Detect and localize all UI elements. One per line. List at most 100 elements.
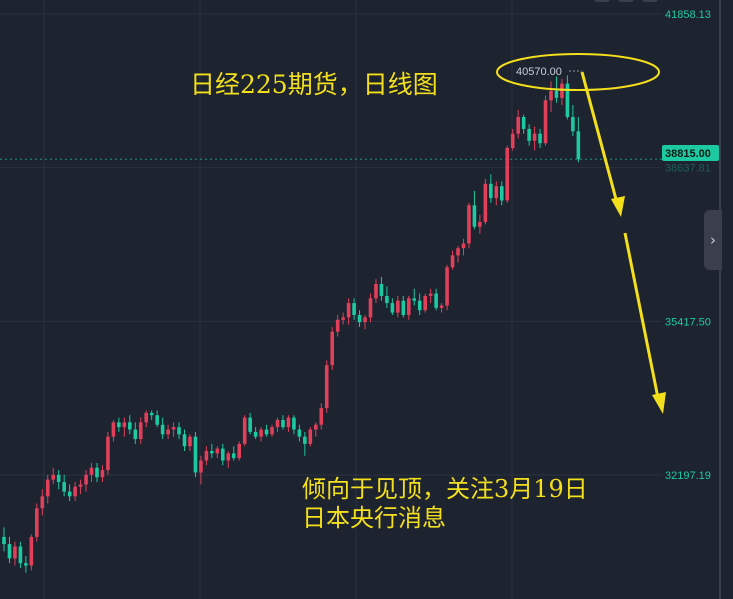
candle [456,245,460,263]
candle [374,279,378,304]
candle [478,214,482,234]
candle [543,95,548,146]
candle [95,462,99,483]
candle [193,431,198,478]
candle [248,412,252,435]
chevron-right-icon[interactable]: › [704,210,722,270]
candle [445,264,449,311]
candle [494,181,499,206]
candle [111,419,116,442]
candle [521,114,526,134]
candle [483,179,488,225]
candle [341,312,345,325]
candle [231,446,236,461]
candle [188,434,192,452]
candle [40,489,45,516]
candle [177,422,181,440]
price-axis: 41858.13 38637.81 35417.50 32197.19 [665,9,711,482]
y-tick-label: 32197.19 [665,470,711,482]
annotation-line-2: 日本央行消息 [302,504,446,532]
candle [396,295,400,318]
candle [406,295,411,320]
candle [516,109,520,139]
candle [171,422,176,437]
candle [84,470,88,492]
candle [510,128,515,151]
candle [335,315,340,337]
candle [160,417,165,440]
candle [264,424,269,437]
candle [434,288,438,311]
candle [117,417,121,432]
candle [527,124,531,146]
candle [215,446,220,459]
candle [128,415,132,435]
candle [270,424,274,437]
candle [166,424,170,440]
candle [357,310,362,327]
chart-title: 日经225期货，日线图 [190,70,438,99]
candle [281,415,285,430]
candle [122,417,127,437]
down-arrow-lower [623,232,666,414]
candle [346,298,351,325]
candle [417,293,422,316]
candle [489,174,493,203]
candle [73,482,77,502]
candle [29,534,34,571]
candle [155,410,159,428]
candle [549,81,553,113]
candle [199,455,203,485]
y-tick-label: 41858.13 [665,9,711,21]
candle [467,202,471,249]
candle [106,431,110,475]
toolbar-button-3[interactable] [642,0,658,2]
y-tick-label: 38637.81 [665,163,711,175]
candle [237,441,242,461]
candle [133,422,138,444]
candle [368,293,373,323]
annotation-line-1: 倾向于见顶，关注3月19日 [302,475,588,503]
candle [253,427,258,440]
candle [412,288,417,306]
candle [439,303,444,313]
candle [7,536,12,564]
candle [210,443,214,459]
candle [565,75,570,120]
high-price-label: 40570.00 [516,66,562,78]
candle [450,250,455,270]
candle [259,427,263,442]
candle [428,288,433,304]
candle [308,427,313,447]
candle [221,443,225,466]
candle [45,474,50,504]
toolbar-button-1[interactable] [594,0,610,2]
candle [319,403,324,430]
candle [560,78,564,106]
toolbar-button-2[interactable] [618,0,634,2]
candle [62,474,66,497]
candle [182,429,187,452]
candle [379,276,384,301]
candle [297,424,302,442]
candle [571,105,575,137]
candle [313,422,318,437]
current-price-tag: 38815.00 [662,145,719,161]
candle [138,417,143,444]
candle [275,417,280,432]
candle [423,293,427,313]
candle [385,286,389,308]
candle [35,503,39,542]
candle [352,298,356,320]
candle [56,470,61,490]
candle [149,410,154,420]
candle [286,415,291,432]
candles [2,75,581,573]
grid-lines [0,0,662,599]
candle [401,295,406,318]
candle [505,145,510,203]
candle [13,541,17,566]
svg-text:38815.00: 38815.00 [665,148,711,160]
candle [78,479,83,494]
